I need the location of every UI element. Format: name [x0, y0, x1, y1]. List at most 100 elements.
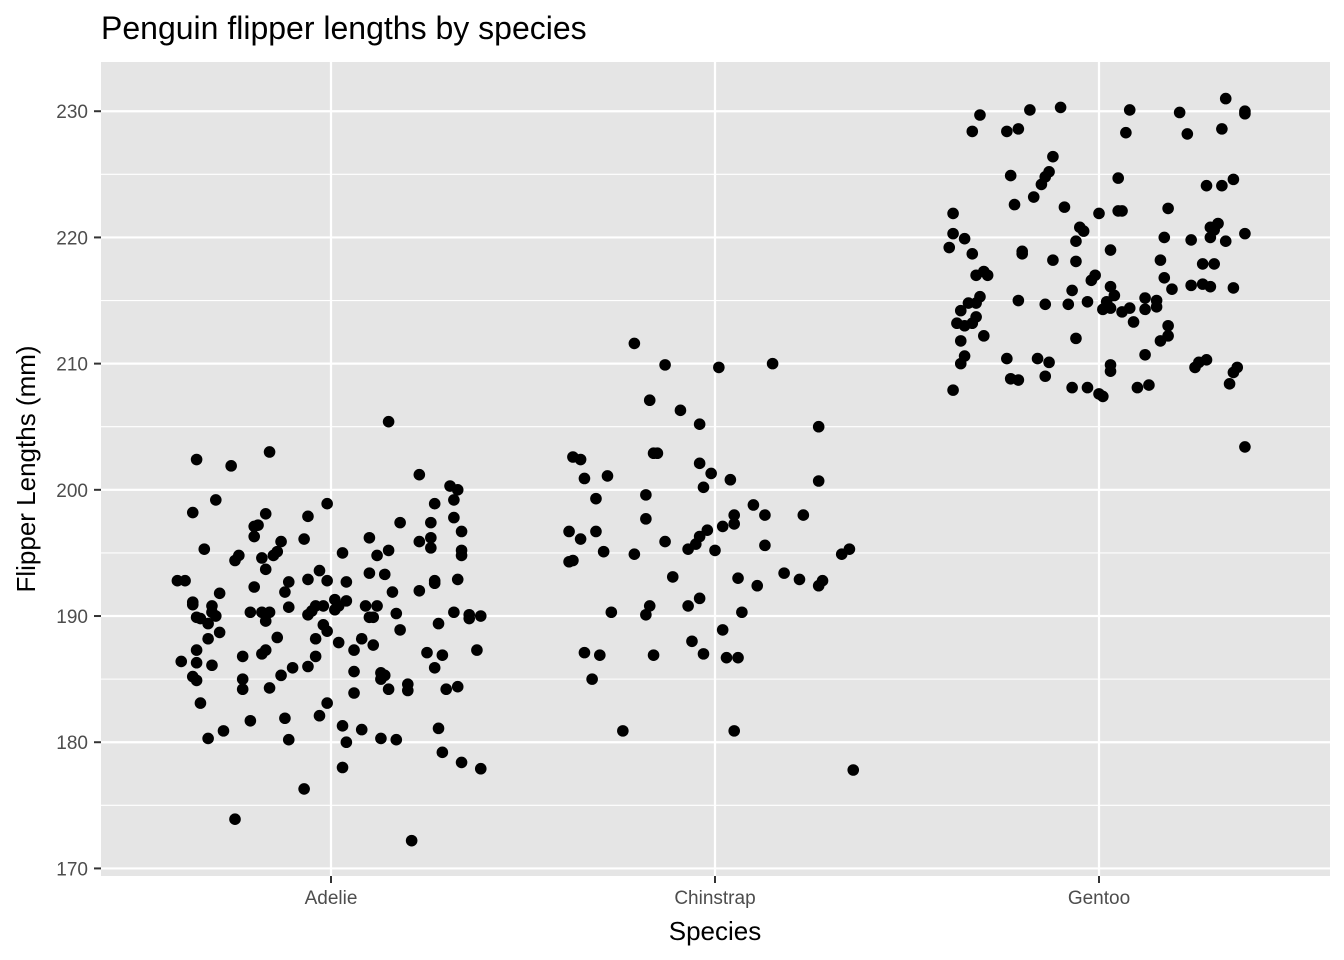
- data-point: [628, 548, 641, 560]
- data-point: [259, 644, 272, 656]
- data-point: [966, 248, 979, 260]
- data-point: [597, 545, 610, 558]
- data-point: [321, 625, 333, 637]
- data-point: [1231, 361, 1244, 374]
- data-point: [728, 725, 740, 737]
- data-point: [394, 624, 406, 636]
- data-point: [1216, 179, 1228, 192]
- data-point: [474, 762, 487, 775]
- data-point: [194, 697, 207, 709]
- data-point: [425, 516, 437, 529]
- data-point: [336, 547, 349, 559]
- data-point: [981, 269, 994, 282]
- data-point: [248, 530, 260, 543]
- data-point: [382, 415, 395, 428]
- data-point: [751, 579, 764, 592]
- data-point: [1047, 254, 1059, 266]
- data-point: [363, 567, 376, 579]
- data-point: [682, 600, 694, 612]
- data-point: [279, 586, 291, 598]
- data-point: [759, 509, 771, 521]
- data-point: [263, 606, 276, 619]
- data-point: [186, 596, 199, 608]
- data-point: [236, 650, 249, 663]
- data-point: [471, 644, 483, 656]
- data-point: [363, 531, 376, 544]
- data-point: [425, 531, 437, 544]
- data-point: [451, 484, 464, 496]
- data-point: [1043, 165, 1055, 178]
- data-point: [210, 610, 222, 622]
- data-point: [256, 552, 268, 564]
- data-point: [578, 472, 591, 485]
- data-point: [1070, 332, 1082, 345]
- data-point: [1123, 302, 1136, 314]
- data-point: [1200, 179, 1213, 192]
- data-point: [432, 722, 445, 735]
- data-point: [302, 660, 314, 673]
- data-point: [229, 813, 241, 826]
- data-point: [797, 509, 810, 521]
- data-point: [206, 659, 218, 672]
- data-point: [970, 311, 982, 323]
- data-point: [958, 232, 971, 245]
- data-point: [736, 606, 748, 619]
- data-point: [302, 573, 314, 586]
- data-point: [1093, 207, 1105, 220]
- data-point: [659, 359, 671, 371]
- data-point: [1208, 258, 1220, 270]
- data-point: [1054, 101, 1067, 114]
- data-point: [413, 468, 426, 481]
- data-point: [793, 573, 806, 586]
- data-point: [313, 564, 326, 577]
- data-point: [244, 606, 257, 619]
- data-point: [713, 361, 725, 374]
- data-point: [1089, 269, 1101, 282]
- data-point: [402, 684, 414, 697]
- data-point: [1227, 173, 1240, 186]
- data-point: [574, 533, 587, 545]
- data-point: [659, 535, 671, 548]
- data-point: [1112, 172, 1124, 184]
- data-point: [943, 241, 956, 254]
- data-point: [1008, 198, 1021, 211]
- data-point: [728, 509, 740, 521]
- data-point: [574, 453, 587, 466]
- data-point: [847, 764, 860, 776]
- data-point: [1070, 235, 1082, 248]
- data-point: [1047, 150, 1059, 163]
- data-point: [190, 674, 203, 687]
- data-point: [1001, 125, 1013, 138]
- data-point: [701, 524, 714, 537]
- data-point: [640, 513, 652, 525]
- data-point: [428, 497, 441, 510]
- data-point: [974, 109, 986, 121]
- data-point: [175, 655, 188, 668]
- data-point: [394, 516, 406, 529]
- data-point: [455, 549, 468, 562]
- data-point: [282, 601, 295, 613]
- data-point: [720, 651, 733, 664]
- data-point: [1024, 104, 1036, 116]
- data-point: [436, 649, 449, 661]
- data-point: [382, 544, 395, 557]
- data-point: [448, 494, 460, 506]
- data-point: [179, 574, 191, 587]
- data-point: [1127, 316, 1140, 328]
- data-point: [263, 682, 276, 694]
- data-point: [1162, 202, 1174, 215]
- data-point: [1039, 298, 1052, 311]
- data-point: [1058, 201, 1071, 213]
- data-point: [1001, 352, 1013, 365]
- data-point: [643, 394, 656, 407]
- data-point: [766, 357, 779, 370]
- data-point: [259, 563, 272, 576]
- data-point: [716, 624, 729, 636]
- y-tick-label: 180: [56, 733, 88, 754]
- data-point: [1173, 106, 1186, 119]
- data-point: [390, 607, 403, 620]
- data-point: [651, 447, 664, 460]
- data-point: [1097, 390, 1109, 403]
- data-point: [432, 617, 445, 630]
- data-point: [586, 673, 598, 685]
